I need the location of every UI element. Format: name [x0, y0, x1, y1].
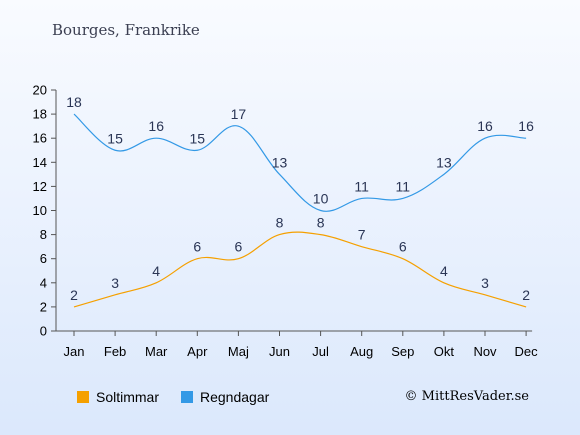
data-label-soltimmar: 8 — [317, 215, 325, 231]
data-label-regndagar: 13 — [436, 154, 452, 170]
x-tick-label: Okt — [434, 344, 455, 359]
data-label-regndagar: 16 — [518, 118, 534, 134]
x-tick-label: Mar — [145, 344, 168, 359]
data-label-regndagar: 11 — [396, 178, 411, 194]
x-tick-label: Jul — [312, 344, 329, 359]
x-tick-label: Jan — [64, 344, 85, 359]
data-label-regndagar: 13 — [272, 154, 288, 170]
data-label-soltimmar: 7 — [358, 227, 366, 243]
x-tick-label: Feb — [104, 344, 126, 359]
x-tick-label: Maj — [228, 344, 249, 359]
data-label-regndagar: 11 — [354, 178, 369, 194]
x-tick-label: Aug — [350, 344, 373, 359]
data-label-soltimmar: 2 — [522, 287, 530, 303]
copyright: © MittResVader.se — [404, 389, 529, 404]
y-tick-label: 14 — [33, 155, 47, 170]
legend-item-soltimmar: Soltimmar — [77, 389, 159, 405]
x-tick-label: Nov — [473, 344, 497, 359]
data-label-soltimmar: 3 — [111, 275, 119, 291]
x-tick-label: Sep — [391, 344, 414, 359]
series-lines — [73, 113, 527, 308]
data-label-regndagar: 10 — [313, 191, 329, 207]
y-tick-label: 4 — [40, 275, 47, 290]
y-tick-label: 8 — [40, 227, 47, 242]
y-tick-label: 10 — [33, 203, 47, 218]
data-label-regndagar: 17 — [231, 106, 247, 122]
soltimmar-swatch — [77, 391, 89, 403]
data-label-regndagar: 15 — [190, 130, 206, 146]
y-tick-label: 2 — [40, 299, 47, 314]
data-label-soltimmar: 2 — [70, 287, 78, 303]
axes: 0 2 4 6 8 10 12 14 16 18 20 Jan Feb Mar Apr Maj Jun Jul Au… — [33, 83, 539, 360]
chart-title: Bourges, Frankrike — [52, 21, 200, 39]
data-label-soltimmar: 4 — [152, 263, 160, 279]
legend-label-regndagar: Regndagar — [200, 389, 270, 405]
legend-label-soltimmar: Soltimmar — [96, 389, 160, 405]
x-tick-label: Apr — [187, 344, 208, 359]
y-tick-label: 0 — [40, 324, 47, 339]
y-tick-label: 18 — [33, 107, 47, 122]
y-tick-label: 12 — [33, 179, 47, 194]
data-label-regndagar: 18 — [66, 94, 82, 110]
data-label-soltimmar: 3 — [481, 275, 489, 291]
data-label-soltimmar: 6 — [399, 239, 407, 255]
x-tick-label: Jun — [269, 344, 290, 359]
data-label-regndagar: 16 — [148, 118, 164, 134]
y-tick-label: 20 — [33, 83, 47, 98]
y-tick-label: 6 — [40, 251, 47, 266]
data-labels: 2 3 4 6 6 8 8 7 6 4 3 2 18 15 16 15 17 13 10 11 11 13 16 16 — [66, 94, 534, 303]
data-label-soltimmar: 6 — [235, 239, 243, 255]
regndagar-swatch — [181, 391, 193, 403]
series-line-soltimmar — [73, 231, 527, 308]
data-label-regndagar: 16 — [477, 118, 493, 134]
data-label-soltimmar: 4 — [440, 263, 448, 279]
data-label-soltimmar: 6 — [193, 239, 201, 255]
x-tick-label: Dec — [515, 344, 539, 359]
data-label-soltimmar: 8 — [276, 215, 284, 231]
data-label-regndagar: 15 — [107, 130, 123, 146]
y-tick-label: 16 — [33, 131, 47, 146]
legend-item-regndagar: Regndagar — [181, 389, 269, 405]
series-line-regndagar — [73, 113, 527, 212]
